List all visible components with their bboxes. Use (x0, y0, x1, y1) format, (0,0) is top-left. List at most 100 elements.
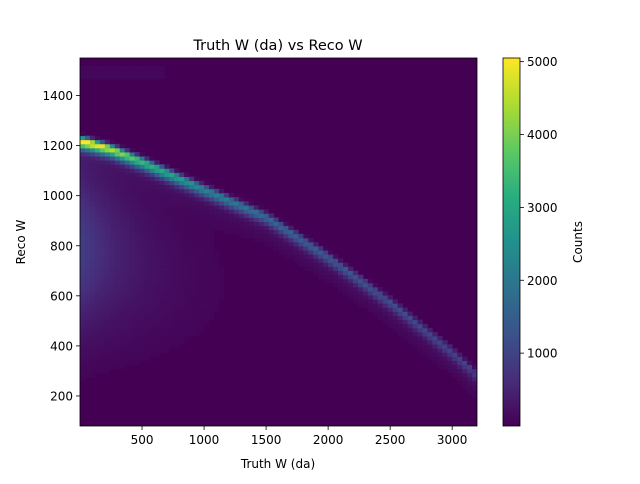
heatmap-cell (80, 331, 86, 337)
heatmap-cell (84, 217, 91, 222)
heatmap-cell (99, 315, 106, 321)
heatmap-cell (472, 372, 477, 378)
heatmap-cell (169, 291, 175, 296)
heatmap-cell (318, 270, 324, 276)
heatmap-cell (179, 225, 185, 231)
heatmap-cell (134, 254, 140, 259)
heatmap-cell (164, 266, 170, 272)
heatmap-cell (318, 250, 324, 255)
heatmap-cell (189, 250, 195, 255)
heatmap-cell (427, 327, 433, 333)
heatmap-cell (89, 221, 96, 227)
heatmap-cell (189, 213, 195, 218)
heatmap-cell (452, 356, 458, 361)
heatmap-cell (144, 286, 150, 292)
heatmap-cell (80, 180, 86, 186)
heatmap-cell (184, 246, 190, 251)
heatmap-cell (179, 205, 185, 210)
heatmap-cell (139, 344, 145, 349)
heatmap-cell (109, 225, 116, 231)
heatmap-cell (213, 278, 220, 284)
heatmap-cell (278, 229, 284, 235)
heatmap-cell (298, 237, 304, 243)
heatmap-cell (263, 217, 269, 222)
heatmap-cell (209, 278, 215, 284)
heatmap-cell (134, 160, 140, 165)
heatmap-cell (139, 221, 145, 227)
heatmap-cell (273, 242, 279, 247)
heatmap-cell (194, 225, 200, 231)
heatmap-cell (94, 340, 101, 345)
heatmap-cell (114, 270, 121, 276)
heatmap-cell (104, 356, 111, 361)
heatmap-cell (144, 217, 150, 222)
heatmap-cell (129, 176, 135, 182)
heatmap-cell (124, 291, 131, 296)
heatmap-cell (80, 233, 86, 239)
heatmap-cell (233, 209, 240, 214)
heatmap-cell (154, 184, 160, 190)
heatmap-cell (199, 303, 205, 308)
heatmap-cell (134, 164, 140, 169)
heatmap-cell (80, 348, 86, 353)
heatmap-cell (104, 213, 111, 218)
heatmap-cell (144, 201, 150, 206)
heatmap-cell (179, 299, 185, 304)
heatmap-cell (194, 307, 200, 312)
heatmap-cell (338, 278, 344, 284)
heatmap-cell (169, 250, 175, 255)
heatmap-cell (104, 192, 111, 198)
heatmap-cell (387, 295, 394, 300)
heatmap-cell (89, 172, 96, 177)
heatmap-cell (209, 274, 215, 280)
heatmap-cell (462, 356, 468, 361)
heatmap-cell (233, 205, 240, 210)
heatmap-cell (213, 205, 220, 210)
heatmap-cell (80, 323, 86, 329)
heatmap-cell (442, 344, 448, 349)
heatmap-cell (194, 184, 200, 190)
heatmap-cell (119, 66, 126, 71)
heatmap-cell (114, 209, 121, 214)
heatmap-cell (164, 291, 170, 296)
heatmap-cell (154, 282, 160, 288)
heatmap-cell (134, 205, 140, 210)
heatmap-cell (104, 164, 111, 169)
heatmap-cell (149, 282, 155, 288)
heatmap-cell (159, 327, 165, 333)
heatmap-cell (209, 311, 215, 316)
heatmap-cell (209, 246, 215, 251)
heatmap-cell (164, 197, 170, 202)
heatmap-cell (447, 364, 453, 370)
heatmap-cell (119, 147, 126, 153)
heatmap-cell (288, 237, 294, 243)
heatmap-cell (209, 262, 215, 267)
heatmap-cell (472, 389, 477, 394)
heatmap-cell (124, 303, 131, 308)
heatmap-cell (144, 250, 150, 255)
heatmap-cell (199, 307, 205, 312)
heatmap-cell (402, 315, 408, 321)
heatmap-cell (134, 66, 140, 71)
heatmap-cell (139, 270, 145, 276)
heatmap-cell (154, 180, 160, 186)
heatmap-cell (80, 262, 86, 267)
heatmap-cell (174, 176, 180, 182)
heatmap-cell (80, 164, 86, 169)
heatmap-cell (84, 352, 91, 357)
heatmap-cell (223, 192, 230, 198)
heatmap-cell (94, 262, 101, 267)
heatmap-cell (109, 70, 116, 75)
heatmap-cell (328, 270, 334, 276)
heatmap-cell (209, 291, 215, 296)
heatmap-cell (139, 180, 145, 186)
heatmap-cell (169, 209, 175, 214)
heatmap-cell (194, 295, 200, 300)
heatmap-cell (139, 237, 145, 243)
heatmap-cell (218, 270, 225, 276)
heatmap-cell (179, 184, 185, 190)
heatmap-cell (238, 197, 245, 202)
heatmap-cell (119, 303, 126, 308)
heatmap-cell (109, 282, 116, 288)
heatmap-cell (382, 315, 389, 321)
